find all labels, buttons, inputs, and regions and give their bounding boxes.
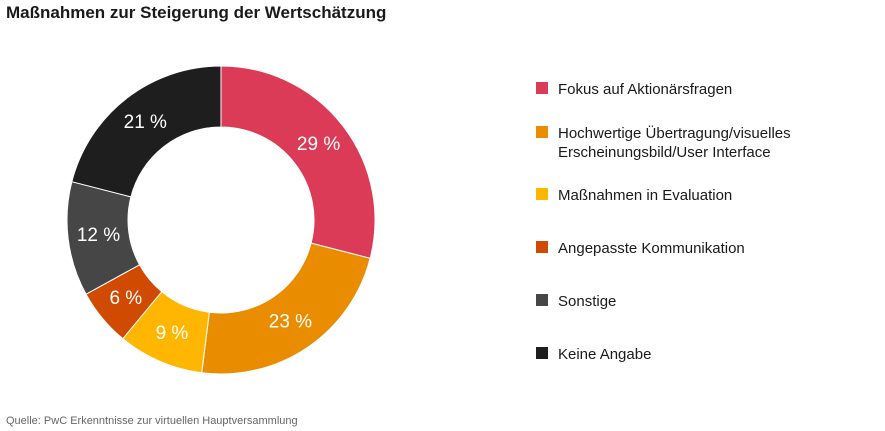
legend-label: Keine Angabe xyxy=(558,346,652,363)
legend-item-kommunikation: Angepasste Kommunikation xyxy=(536,239,868,258)
donut-slice-5 xyxy=(71,65,222,198)
legend-item-evaluation: Maßnahmen in Evaluation xyxy=(536,186,868,205)
legend-label-line-1: Hochwertige Übertragung/visuelles xyxy=(558,125,791,142)
slice-value-label-1: 23 % xyxy=(269,312,312,333)
legend-swatch xyxy=(536,188,548,200)
slice-value-label-5: 21 % xyxy=(124,112,167,133)
source-note: Quelle: PwC Erkenntnisse zur virtuellen … xyxy=(6,415,298,427)
legend-swatch xyxy=(536,126,548,138)
legend-swatch xyxy=(536,241,548,253)
slice-value-label-2: 9 % xyxy=(156,323,189,344)
slice-value-label-0: 29 % xyxy=(297,134,340,155)
legend-item-sonstige: Sonstige xyxy=(536,292,868,311)
legend-item-fokus: Fokus auf Aktionärsfragen xyxy=(536,80,868,99)
legend-item-uebertragung: Hochwertige Übertragung/visuelles Ersche… xyxy=(536,124,868,162)
legend-swatch xyxy=(536,347,548,359)
legend-swatch xyxy=(536,294,548,306)
donut-slice-0 xyxy=(220,65,376,259)
donut-slice-1 xyxy=(201,242,371,375)
legend-label: Fokus auf Aktionärsfragen xyxy=(558,81,733,98)
slice-value-label-4: 12 % xyxy=(77,225,120,246)
slice-value-label-3: 6 % xyxy=(109,288,142,309)
legend-label: Hochwertige Übertragung/visuelles Ersche… xyxy=(558,124,868,162)
chart-title: Maßnahmen zur Steigerung der Wertschätzu… xyxy=(6,3,387,22)
legend-swatch xyxy=(536,82,548,94)
legend-label: Sonstige xyxy=(558,293,617,310)
legend-item-keine-angabe: Keine Angabe xyxy=(536,345,868,364)
legend-label-line-2: Erscheinungsbild/User Interface xyxy=(558,144,771,161)
legend-label: Angepasste Kommunikation xyxy=(558,240,745,257)
legend-label: Maßnahmen in Evaluation xyxy=(558,187,733,204)
